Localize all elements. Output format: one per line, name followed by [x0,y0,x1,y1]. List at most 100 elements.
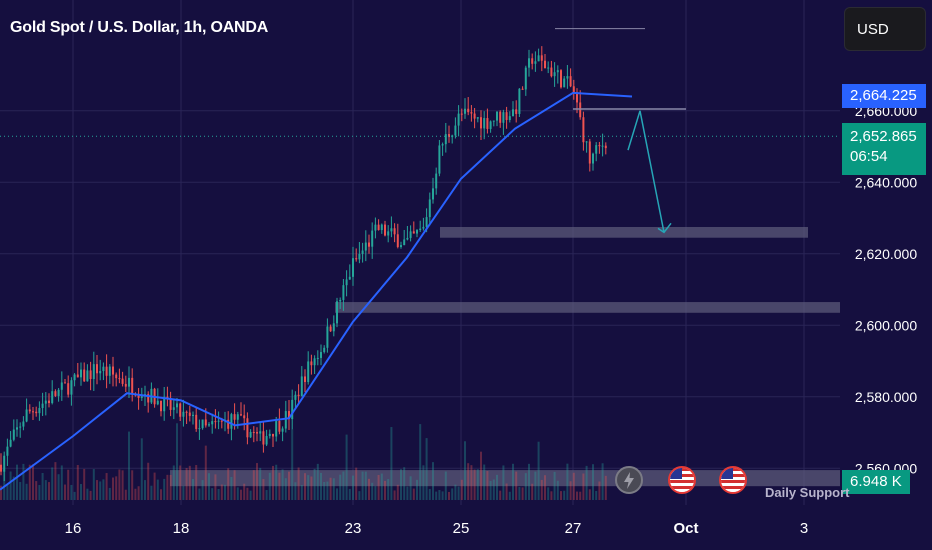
candle-body [320,352,322,358]
volume-bar [540,479,543,500]
candle [540,46,543,72]
volume-bar [480,451,482,500]
candle-body [313,358,316,366]
candle [166,386,169,407]
candle [339,297,342,309]
volume-bar [64,484,66,500]
volume-bar [470,465,473,500]
candle-body [172,407,175,410]
candle-body [342,285,345,300]
candle [515,100,518,123]
candle-body [166,396,169,399]
candle-body [528,58,530,68]
volume-bar [92,469,95,500]
candle-body [403,239,406,246]
candle-body [137,395,140,398]
volume-bar [412,488,415,500]
candle-body [604,145,607,149]
volume-bar [118,469,121,500]
volume-bar [371,482,374,500]
candle [195,407,198,432]
candle [240,402,242,417]
candle-body [92,364,95,380]
candle [448,125,450,143]
candle [118,368,121,384]
candle-body [355,258,358,260]
volume-bar [492,479,495,500]
candle-body [496,111,498,121]
candle-body [96,364,98,374]
volume-bar [393,490,396,500]
candle-body [486,118,489,129]
candle-body [467,108,470,113]
volume-bar [192,478,194,500]
candle [384,220,386,237]
us-flag-icon[interactable] [668,466,696,494]
currency-button[interactable]: USD [844,7,926,51]
volume-bar [374,486,377,500]
candle [560,69,562,89]
candle-body [422,226,425,229]
candles[interactable] [0,46,607,482]
candle-body [326,326,329,348]
candle [464,98,466,119]
volume-bar [505,483,508,500]
candle-body [3,455,6,472]
time-tick-label: 27 [565,520,582,537]
candle [284,400,287,433]
candle [288,400,290,430]
volume-bar [179,465,182,500]
candle [403,230,406,246]
volume-bar [35,481,38,500]
volume-tag: 6.948 K [842,470,910,494]
candle [489,120,492,133]
candle-body [211,421,214,425]
candle [54,389,57,397]
candle-body [374,224,377,231]
candle-body [316,357,319,359]
candle-body [51,391,54,404]
candle [432,177,434,204]
candle [124,375,127,393]
candle-body [284,411,287,429]
volume-bar [473,469,476,500]
lightning-icon[interactable] [615,466,643,494]
candle [598,141,601,154]
candle-body [537,55,540,62]
us-flag-icon[interactable] [719,466,747,494]
candle-body [470,112,473,114]
candle-body [169,398,172,410]
volume-bar [22,463,25,500]
symbol-title[interactable]: Gold Spot / U.S. Dollar, 1h, OANDA [10,19,269,36]
volume-bar [76,464,79,500]
candle-body [601,145,604,147]
volume-bar [198,488,201,500]
candle-body [60,382,63,390]
candle [57,387,60,402]
candle-body [243,415,246,419]
candle-body [416,230,418,234]
volume-bar [124,489,127,500]
candle [364,230,367,262]
candle-body [160,400,162,412]
candle [99,359,102,381]
candle-body [252,431,255,433]
candle [512,101,514,117]
candle-body [217,420,220,422]
volume-bar [195,465,198,500]
candle-body [406,237,409,240]
candle-body [534,61,537,64]
candle-body [387,231,390,236]
candle-body [377,224,380,231]
candle [476,117,479,123]
candle-body [198,428,201,430]
candle-body [19,426,22,428]
volume-bar [512,463,514,500]
candle-body [441,144,444,146]
candle-body [35,411,38,414]
volume-bar [304,473,306,500]
candle-body [400,245,402,247]
candle [588,138,591,172]
candle [0,453,2,476]
